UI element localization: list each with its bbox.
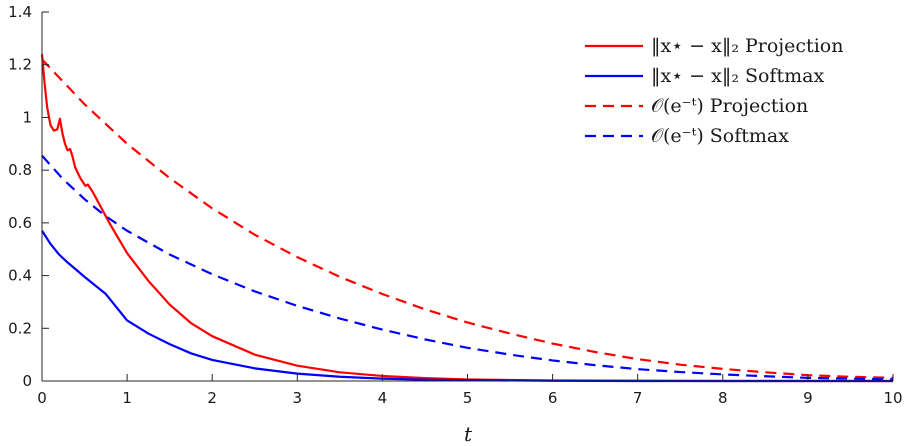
legend-label-1: ‖x⋆ − x‖₂ Projection (651, 35, 843, 57)
y-tick-label: 0.8 (8, 161, 32, 179)
legend-label-4: 𝒪(e⁻ᵗ) Softmax (651, 125, 789, 147)
series-line-3 (41, 58, 894, 379)
x-tick-label: 0 (37, 389, 47, 407)
axes-layer: 0 1 2 3 4 5 6 7 8 9 10 0 0.2 0.4 0.6 0.8 1 1.2 1.4 (8, 3, 902, 407)
x-tick-label: 10 (883, 389, 902, 407)
y-tick-label: 1.4 (8, 3, 32, 21)
legend-label-3: 𝒪(e⁻ᵗ) Projection (651, 95, 808, 117)
x-tick-label: 1 (122, 389, 132, 407)
series-line-4 (41, 154, 894, 381)
x-tick-label: 8 (718, 389, 728, 407)
x-tick-label: 4 (378, 389, 388, 407)
x-tick-label: 5 (463, 389, 473, 407)
x-tick-label: 2 (207, 389, 217, 407)
y-tick-label: 1.2 (8, 56, 32, 74)
y-tick-label: 0 (22, 372, 32, 390)
y-tick-label: 0.2 (8, 319, 32, 337)
x-axis-title: t (464, 422, 473, 446)
y-tick-label: 0.6 (8, 214, 32, 232)
series-line-1 (40, 54, 893, 383)
y-tick-label: 0.4 (8, 267, 32, 285)
legend: ‖x⋆ − x‖₂ Projection ‖x⋆ − x‖₂ Softmax 𝒪(e… (585, 35, 843, 147)
y-tick-label: 1 (22, 108, 32, 126)
legend-label-2: ‖x⋆ − x‖₂ Softmax (651, 65, 824, 87)
x-tick-label: 7 (633, 389, 643, 407)
x-tick-label: 3 (293, 389, 303, 407)
x-tick-label: 6 (548, 389, 558, 407)
x-tick-label: 9 (803, 389, 813, 407)
